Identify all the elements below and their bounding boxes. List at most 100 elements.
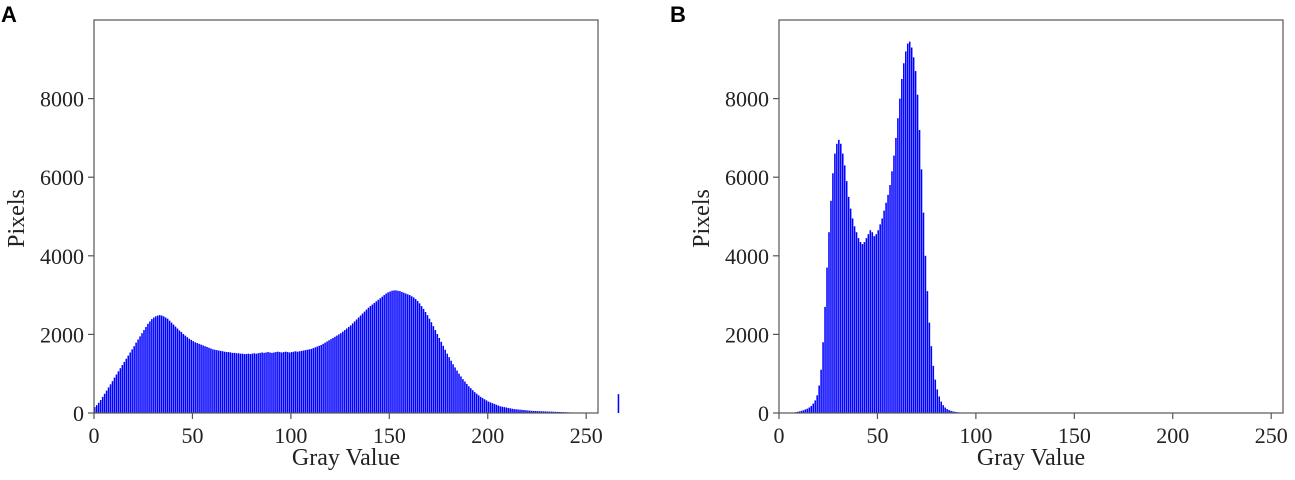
bar [494, 404, 496, 413]
bar [336, 336, 338, 413]
bar [820, 370, 822, 413]
bar [507, 408, 509, 413]
bar [903, 63, 905, 413]
x-tick-label: 50 [181, 423, 203, 448]
bar [289, 352, 291, 413]
bar [96, 405, 98, 413]
bar [240, 354, 242, 413]
bar [358, 318, 360, 414]
bar [868, 234, 870, 413]
bar [246, 354, 248, 413]
y-tick-label: 2000 [40, 322, 84, 347]
bar [407, 294, 409, 413]
bar [848, 197, 850, 413]
bar [137, 340, 139, 413]
bar [866, 238, 868, 413]
bar [190, 340, 192, 413]
bar [502, 407, 504, 413]
bar [346, 329, 348, 414]
bar [385, 294, 387, 413]
bar [279, 352, 281, 413]
bar [242, 354, 244, 413]
bar [234, 353, 236, 413]
bar [812, 404, 814, 413]
bar [442, 346, 444, 413]
bar [232, 353, 234, 413]
bar [431, 322, 433, 413]
bar [228, 352, 230, 413]
bar [909, 42, 911, 413]
x-axis-label: Gray Value [292, 445, 400, 471]
bar [175, 327, 177, 413]
bar [393, 290, 395, 413]
bar [931, 346, 933, 413]
bar [484, 399, 486, 413]
bar [305, 350, 307, 413]
bar [265, 352, 267, 413]
y-tick-label: 4000 [40, 244, 84, 269]
bar [401, 292, 403, 413]
bar [104, 394, 106, 413]
bar [322, 344, 324, 413]
bar [332, 338, 334, 413]
bar [462, 379, 464, 413]
bar [364, 312, 366, 413]
bar [222, 351, 224, 413]
bar [927, 291, 929, 413]
bar [421, 306, 423, 413]
bar [169, 321, 171, 413]
bar [185, 336, 187, 413]
y-tick-label: 0 [758, 401, 769, 426]
bar [352, 323, 354, 413]
bar [238, 353, 240, 413]
bar [425, 312, 427, 413]
bar [870, 230, 872, 413]
x-tick-label: 0 [774, 423, 785, 448]
x-tick-label: 200 [1156, 423, 1189, 448]
bar [285, 352, 287, 413]
bar [466, 384, 468, 413]
bar [360, 316, 362, 413]
bar [852, 218, 854, 413]
bar [189, 339, 191, 413]
bar [881, 218, 883, 413]
bar [399, 291, 401, 413]
bar [316, 347, 318, 413]
bar [379, 298, 381, 413]
bar [446, 354, 448, 413]
bar [153, 318, 155, 414]
bar [842, 154, 844, 413]
bar [381, 297, 383, 413]
bar [220, 351, 222, 413]
bar [505, 408, 507, 414]
bar [618, 394, 620, 413]
x-tick-label: 0 [89, 423, 100, 448]
bar [437, 334, 439, 413]
bar [133, 346, 135, 413]
bar [120, 368, 122, 413]
bar [165, 318, 167, 414]
bar [828, 232, 830, 413]
y-tick-label: 8000 [725, 87, 769, 112]
bar [139, 336, 141, 413]
bar [118, 371, 120, 413]
bar [167, 319, 169, 413]
bar [850, 209, 852, 413]
bar [163, 316, 165, 413]
bar [856, 232, 858, 413]
bar [301, 351, 303, 413]
bar [324, 343, 326, 413]
y-tick-label: 6000 [40, 165, 84, 190]
bar [155, 316, 157, 413]
bar [277, 352, 279, 413]
bar [429, 319, 431, 413]
bar [854, 226, 856, 413]
x-tick-label: 50 [866, 423, 888, 448]
bar [350, 325, 352, 413]
bar [824, 307, 826, 413]
bar [291, 352, 293, 413]
bar [374, 303, 376, 413]
bar [860, 242, 862, 413]
bar [196, 343, 198, 413]
